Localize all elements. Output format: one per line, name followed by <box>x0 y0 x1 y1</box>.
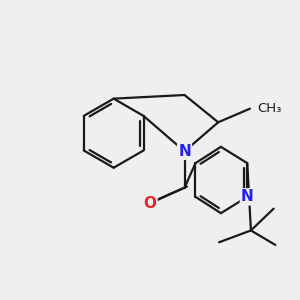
Text: N: N <box>241 189 253 204</box>
Text: N: N <box>178 144 191 159</box>
Text: CH₃: CH₃ <box>257 102 282 115</box>
Text: O: O <box>143 196 157 211</box>
